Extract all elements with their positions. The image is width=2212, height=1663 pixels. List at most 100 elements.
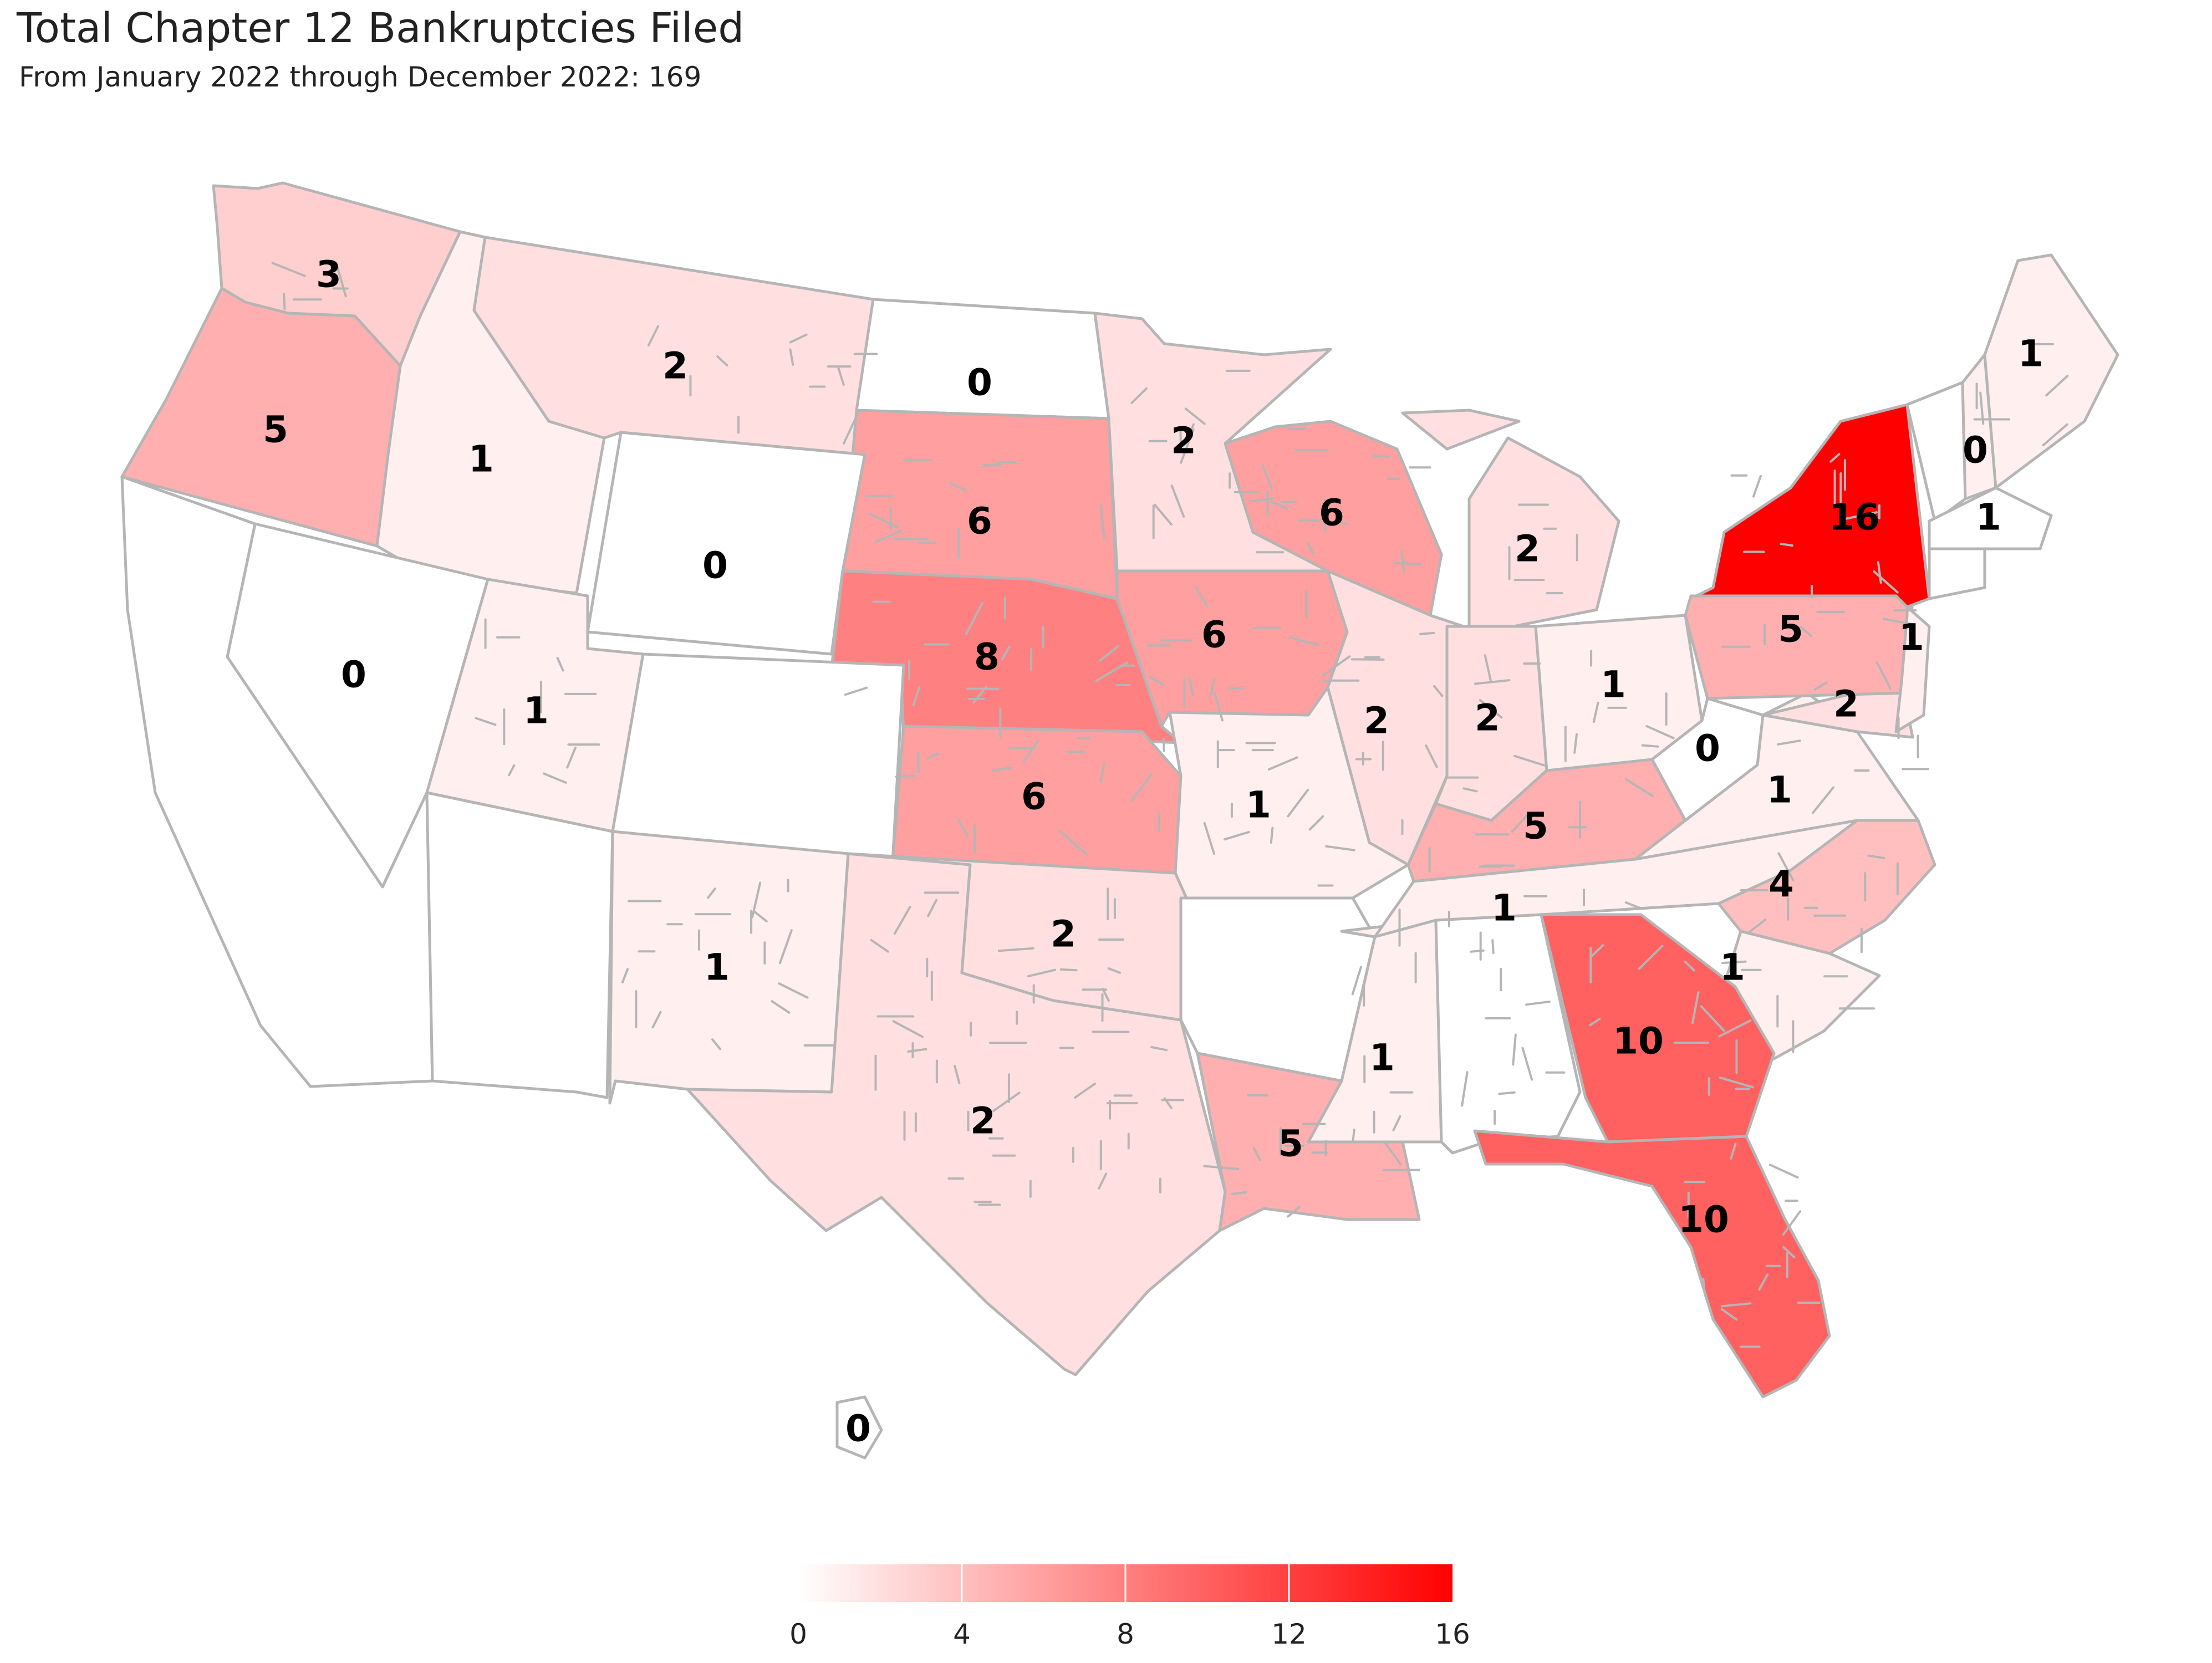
map-subtitle: From January 2022 through December 2022:… xyxy=(19,61,702,93)
value-label-oh: 1 xyxy=(1601,664,1626,706)
county-line xyxy=(1521,1047,1533,1081)
county-line xyxy=(1645,725,1675,739)
county-line xyxy=(1883,618,1913,626)
county-line xyxy=(954,1065,961,1084)
county-line xyxy=(335,263,347,298)
county-line xyxy=(1400,550,1405,573)
county-line xyxy=(1589,1018,1601,1027)
county-line xyxy=(1224,830,1250,841)
county-line xyxy=(1203,1165,1240,1170)
county-line xyxy=(1107,967,1121,974)
county-line xyxy=(1267,756,1298,771)
county-line xyxy=(1394,562,1421,565)
value-label-wi: 6 xyxy=(1319,492,1344,534)
value-label-nc: 4 xyxy=(1768,863,1794,906)
county-line xyxy=(1188,677,1195,697)
county-line xyxy=(1479,699,1503,719)
value-label-ne: 8 xyxy=(974,636,1000,679)
county-line xyxy=(1153,503,1173,526)
county-line xyxy=(1287,1206,1301,1218)
county-line xyxy=(1252,1147,1262,1161)
county-line xyxy=(1700,1005,1725,1032)
county-line xyxy=(651,1011,662,1029)
county-line xyxy=(1425,744,1438,768)
value-label-in: 2 xyxy=(1475,697,1500,739)
county-line xyxy=(752,910,768,922)
county-line xyxy=(1512,1033,1517,1066)
county-line xyxy=(1001,646,1011,661)
county-line xyxy=(1102,987,1110,1002)
county-line xyxy=(843,412,859,445)
colorbar: 0 4 8 12 16 xyxy=(789,1564,1470,1650)
value-label-hi: 0 xyxy=(845,1407,871,1450)
county-line xyxy=(1719,1077,1754,1089)
state-ma xyxy=(1928,486,2053,550)
county-line xyxy=(1231,1191,1247,1195)
county-line xyxy=(1308,815,1324,831)
county-line xyxy=(1813,681,1828,691)
value-label-nd: 0 xyxy=(967,361,992,404)
county-line xyxy=(957,818,969,837)
value-label-tn: 1 xyxy=(1491,887,1517,930)
value-label-nv: 0 xyxy=(341,654,366,696)
county-line xyxy=(992,766,1013,772)
county-line xyxy=(1877,561,1882,584)
county-line xyxy=(1027,968,1056,978)
county-line xyxy=(1592,701,1599,723)
colorbar-tick-label: 4 xyxy=(953,1618,971,1650)
county-line xyxy=(1513,754,1546,767)
state-mo xyxy=(1168,686,1410,900)
county-line xyxy=(1484,654,1492,682)
value-label-nm: 1 xyxy=(704,946,730,989)
colorbar-ticks: 0 4 8 12 16 xyxy=(789,1564,1470,1650)
county-line xyxy=(1392,1115,1401,1131)
county-line xyxy=(1748,919,1767,933)
county-line xyxy=(1214,692,1224,722)
value-label-mo: 1 xyxy=(1246,784,1271,827)
value-label-ks: 6 xyxy=(1021,776,1047,818)
county-line xyxy=(1287,789,1309,818)
county-line xyxy=(1419,631,1435,635)
value-label-la: 5 xyxy=(1278,1123,1303,1165)
county-line xyxy=(789,333,808,344)
value-label-va: 1 xyxy=(1767,769,1792,812)
value-label-vt: 0 xyxy=(1963,429,1988,472)
county-line xyxy=(1250,497,1274,503)
county-line xyxy=(751,881,762,919)
county-line xyxy=(2042,423,2068,447)
county-line xyxy=(1270,827,1274,844)
county-line xyxy=(874,529,903,543)
value-label-ms: 1 xyxy=(1369,1037,1395,1079)
county-line xyxy=(1270,500,1289,510)
state-ny xyxy=(1695,403,1931,609)
state-az xyxy=(425,791,614,1099)
county-line xyxy=(1624,901,1642,910)
state-nj xyxy=(1894,605,1931,733)
value-label-wa: 3 xyxy=(316,253,342,296)
colorbar-tick-label: 8 xyxy=(1117,1618,1134,1650)
county-line xyxy=(1350,658,1385,661)
county-line xyxy=(778,982,809,999)
value-label-md: 2 xyxy=(1833,683,1859,726)
county-line xyxy=(1758,1273,1769,1291)
county-line xyxy=(1573,733,1578,754)
value-label-sd: 6 xyxy=(967,500,992,543)
county-line xyxy=(1782,1246,1796,1258)
state-ct xyxy=(1928,547,1986,600)
colorbar-tick-label: 12 xyxy=(1271,1618,1307,1650)
county-line xyxy=(1130,387,1148,404)
county-line xyxy=(716,355,728,367)
county-line xyxy=(1325,845,1355,851)
county-line xyxy=(1170,484,1185,518)
county-line xyxy=(556,656,564,672)
county-line xyxy=(1782,1210,1802,1236)
value-label-ga: 10 xyxy=(1613,1020,1664,1063)
county-line xyxy=(1336,519,1349,526)
county-line xyxy=(1022,739,1039,763)
county-line xyxy=(1641,744,1659,748)
county-line xyxy=(1720,1308,1738,1321)
state-ar xyxy=(1179,896,1377,1083)
county-line xyxy=(893,906,911,935)
